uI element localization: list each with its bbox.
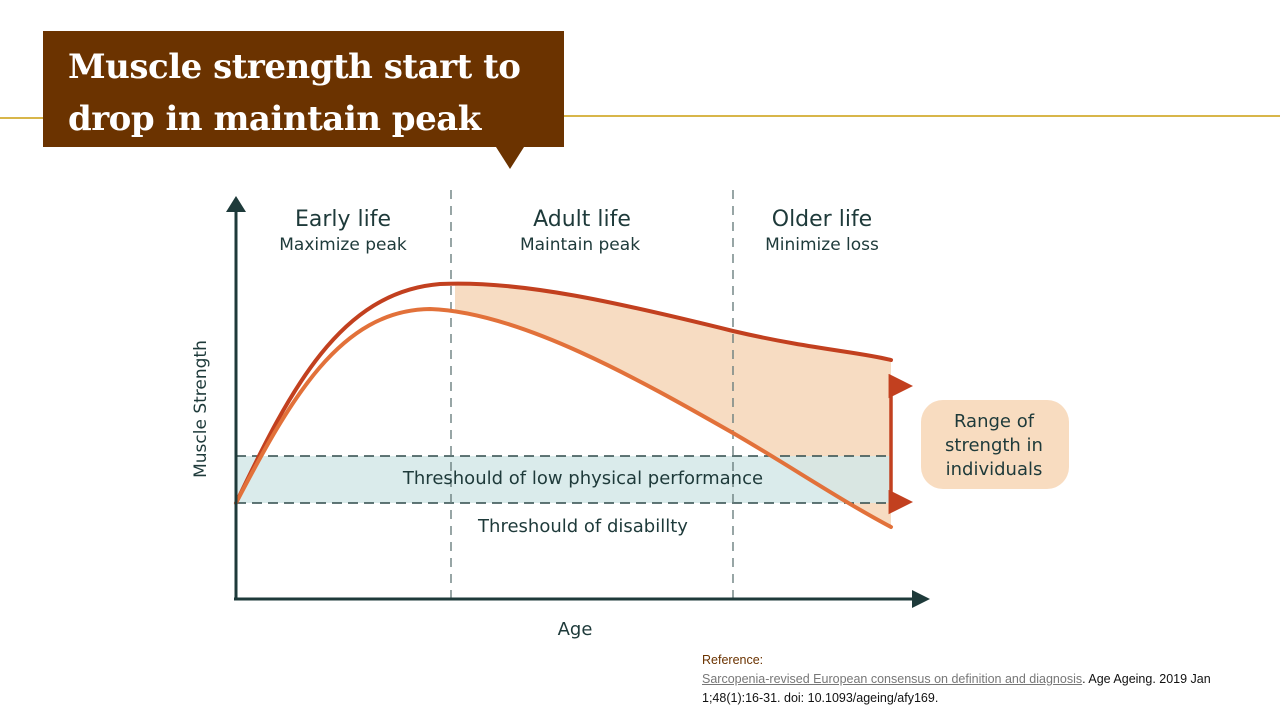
low-performance-label: Threshould of low physical performance — [402, 468, 763, 489]
range-label-line-2: strength in — [945, 435, 1043, 456]
reference-citation: . Age Ageing. 2019 Jan 1;48(1):16-31. do… — [702, 672, 1211, 705]
phase-early-heading: Early life — [295, 207, 391, 232]
slide-title-line-2: drop in maintain peak — [68, 99, 481, 139]
y-axis-arrowhead — [226, 196, 246, 212]
x-axis-arrowhead — [912, 590, 930, 608]
upper-strength-curve — [234, 281, 893, 505]
phase-adult-subheading: Maintain peak — [520, 235, 640, 255]
title-box: Muscle strength start to drop in maintai… — [43, 31, 564, 147]
reference-block: Reference: Sarcopenia-revised European c… — [702, 651, 1272, 708]
range-label-line-1: Range of — [954, 411, 1035, 432]
y-axis-label: Muscle Strength — [191, 340, 211, 478]
header-rule-left — [0, 117, 43, 119]
range-label-line-3: individuals — [946, 459, 1043, 480]
lower-strength-curve — [234, 306, 893, 529]
title-pointer — [496, 147, 524, 169]
x-axis-label: Age — [558, 619, 593, 640]
phase-adult-heading: Adult life — [533, 207, 631, 232]
disability-label: Threshould of disabillty — [477, 516, 688, 537]
slide-title: Muscle strength start to drop in maintai… — [68, 41, 558, 145]
reference-link[interactable]: Sarcopenia-revised European consensus on… — [702, 672, 1083, 686]
header-rule-right — [563, 115, 1280, 117]
range-label-box — [921, 400, 1069, 489]
phase-older-subheading: Minimize loss — [765, 235, 879, 255]
phase-older-heading: Older life — [772, 207, 872, 232]
reference-heading: Reference: — [702, 653, 764, 667]
slide-title-line-1: Muscle strength start to — [68, 47, 521, 87]
phase-early-subheading: Maximize peak — [279, 235, 407, 255]
